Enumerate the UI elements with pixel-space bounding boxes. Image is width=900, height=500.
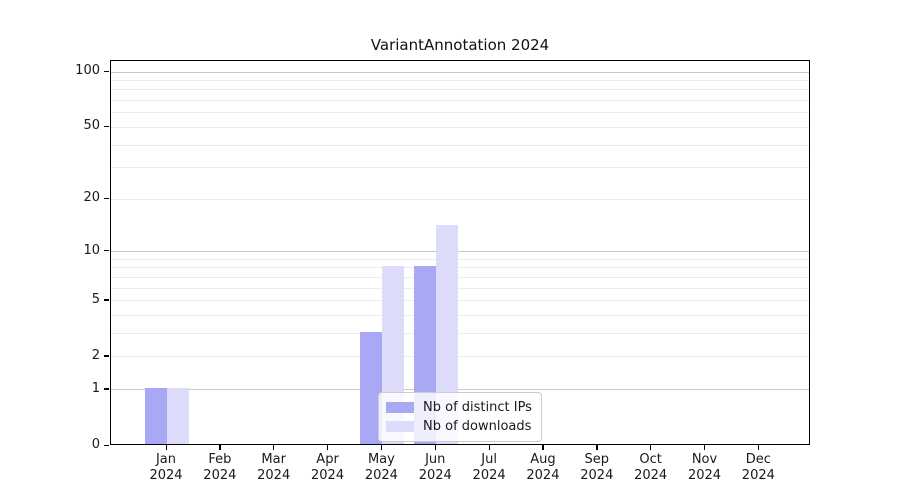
x-tick-mark bbox=[596, 445, 598, 450]
x-tick-mark bbox=[165, 445, 167, 450]
legend: Nb of distinct IPs Nb of downloads bbox=[378, 392, 542, 442]
gridline-major bbox=[111, 251, 809, 253]
gridline-major bbox=[111, 389, 809, 391]
legend-label-distinct-ips: Nb of distinct IPs bbox=[423, 400, 532, 415]
gridline-minor bbox=[111, 198, 809, 200]
x-tick-label: Jun 2024 bbox=[418, 452, 452, 483]
x-tick-mark bbox=[650, 445, 652, 450]
y-tick-label: 5 bbox=[91, 291, 100, 307]
x-tick-label: Sep 2024 bbox=[580, 452, 614, 483]
chart-title: VariantAnnotation 2024 bbox=[370, 36, 550, 54]
gridline-minor bbox=[111, 112, 809, 114]
y-tick-mark bbox=[104, 388, 109, 390]
bar-distinct-ips-jan bbox=[145, 387, 167, 444]
y-tick-mark bbox=[104, 355, 109, 357]
gridline-minor bbox=[111, 79, 809, 81]
plot-area bbox=[110, 60, 810, 445]
y-tick-label: 2 bbox=[91, 347, 100, 363]
x-tick-label: Dec 2024 bbox=[741, 452, 775, 483]
y-tick-mark bbox=[104, 197, 109, 200]
x-tick-mark bbox=[542, 445, 544, 450]
x-tick-label: Jul 2024 bbox=[472, 452, 506, 483]
x-tick-mark bbox=[434, 445, 437, 450]
x-tick-mark bbox=[704, 445, 706, 450]
gridline-minor bbox=[111, 126, 809, 128]
x-tick-mark bbox=[488, 445, 490, 450]
x-tick-mark bbox=[380, 445, 383, 450]
gridline-minor bbox=[111, 300, 809, 302]
bar-distinct-ips-may bbox=[360, 331, 383, 444]
gridline-minor bbox=[111, 287, 809, 289]
x-tick-label: Mar 2024 bbox=[257, 452, 291, 483]
x-tick-label: Jan 2024 bbox=[149, 452, 183, 483]
y-tick-mark bbox=[104, 125, 109, 128]
y-tick-mark bbox=[104, 299, 109, 301]
gridline-minor bbox=[111, 315, 809, 317]
x-tick-mark bbox=[757, 445, 760, 450]
gridline-minor bbox=[111, 167, 809, 169]
gridline-minor bbox=[111, 100, 809, 102]
x-tick-mark bbox=[327, 445, 329, 450]
x-tick-mark bbox=[273, 445, 275, 450]
bar-downloads-jan bbox=[167, 387, 189, 444]
y-tick-label: 50 bbox=[83, 118, 100, 134]
x-tick-label: Apr 2024 bbox=[311, 452, 345, 483]
gridline-minor bbox=[111, 333, 809, 335]
y-tick-label: 10 bbox=[83, 242, 100, 258]
x-tick-mark bbox=[219, 445, 221, 450]
gridline-minor bbox=[111, 144, 809, 146]
gridline-minor bbox=[111, 276, 809, 278]
x-tick-label: Nov 2024 bbox=[687, 452, 722, 483]
legend-item-downloads: Nb of downloads bbox=[386, 417, 532, 436]
x-tick-label: May 2024 bbox=[364, 452, 398, 483]
legend-swatch-downloads bbox=[386, 421, 414, 432]
y-tick-label: 0 bbox=[91, 437, 100, 452]
y-tick-mark bbox=[104, 250, 109, 252]
y-tick-mark bbox=[104, 444, 109, 446]
x-tick-label: Oct 2024 bbox=[634, 452, 668, 483]
bar-downloads-jun bbox=[436, 224, 459, 444]
y-tick-label: 1 bbox=[91, 380, 100, 396]
legend-item-distinct-ips: Nb of distinct IPs bbox=[386, 398, 532, 417]
gridline-minor bbox=[111, 258, 809, 260]
y-tick-mark bbox=[104, 70, 109, 72]
gridline-minor bbox=[111, 267, 809, 269]
y-tick-label: 20 bbox=[83, 190, 100, 206]
gridline-major bbox=[111, 71, 809, 73]
legend-swatch-distinct-ips bbox=[386, 402, 414, 413]
x-tick-label: Aug 2024 bbox=[526, 452, 560, 483]
gridline-minor bbox=[111, 356, 809, 358]
y-tick-label: 100 bbox=[75, 63, 100, 78]
gridline-minor bbox=[111, 89, 809, 91]
x-tick-label: Feb 2024 bbox=[203, 452, 237, 483]
legend-label-downloads: Nb of downloads bbox=[423, 419, 532, 434]
